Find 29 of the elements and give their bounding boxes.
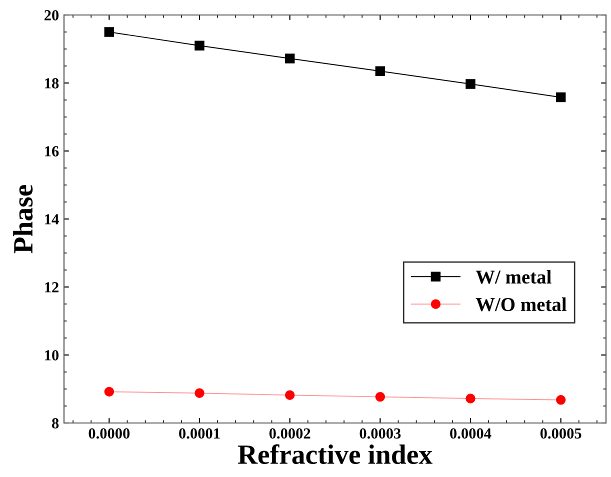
x-axis-title: Refractive index [238, 444, 432, 464]
y-axis-title: Phase [13, 184, 33, 254]
y-tick-label: 8 [52, 418, 59, 428]
x-tick-label: 0.0004 [450, 428, 492, 439]
point [466, 79, 476, 89]
point [466, 394, 476, 404]
point [104, 27, 114, 37]
x-tick-label: 0.0005 [540, 428, 582, 439]
point [556, 395, 566, 405]
legend-label: W/ metal [476, 270, 552, 284]
point [375, 66, 386, 76]
point [284, 390, 295, 400]
x-tick-label: 0.0001 [179, 428, 220, 439]
y-tick-label: 16 [45, 146, 59, 156]
y-tick-label: 20 [44, 10, 59, 20]
legend-label: W/O metal [476, 297, 566, 312]
point [194, 388, 204, 398]
point [194, 40, 204, 50]
point [556, 92, 566, 102]
y-tick-label: 14 [45, 214, 59, 224]
point [375, 392, 386, 402]
y-tick-label: 18 [45, 78, 59, 88]
point [284, 54, 295, 64]
x-tick-label: 0.0002 [269, 428, 310, 439]
y-tick-label: 12 [45, 282, 58, 292]
y-tick-label: 10 [45, 350, 59, 360]
point [104, 386, 114, 397]
x-tick-label: 0.0003 [360, 428, 401, 439]
x-tick-label: 0.0000 [88, 428, 130, 439]
